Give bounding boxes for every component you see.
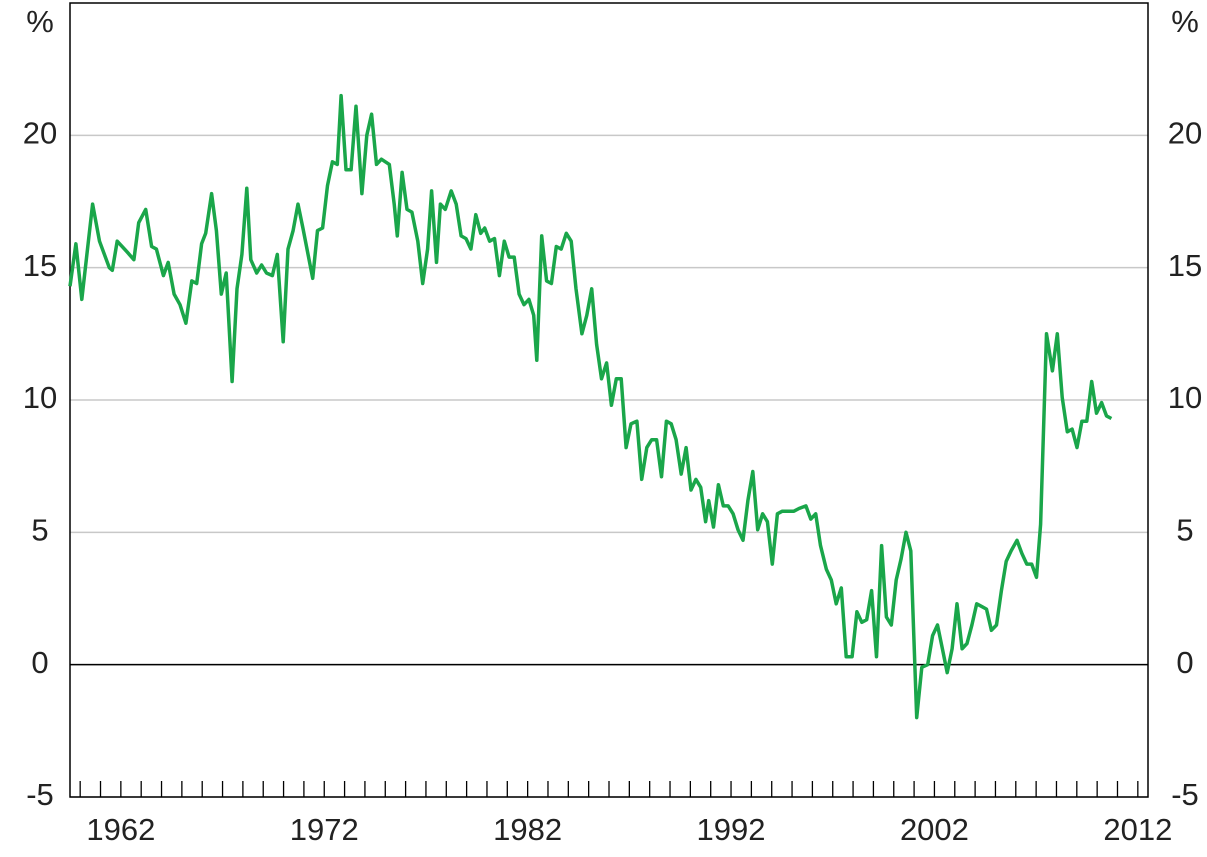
x-tick-label: 2012 [1103,812,1172,847]
y-tick-label: -5 [26,777,54,812]
y-tick-label: 5 [31,513,48,548]
x-tick-label: 1992 [697,812,766,847]
y-tick-label: 0 [31,645,48,680]
y-tick-label: 20 [23,116,57,151]
x-tick-label: 1962 [86,812,155,847]
series-line [68,93,1113,720]
x-tick-label: 1982 [493,812,562,847]
y-label: % [26,4,54,39]
y2-tick-label: 0 [1176,645,1193,680]
x-tick-label: 1972 [290,812,359,847]
y-tick-label: 10 [23,380,57,415]
y-tick-label: 15 [23,248,57,283]
y2-tick-label: -5 [1171,777,1199,812]
x-tick-label: 2002 [900,812,969,847]
y2-tick-label: 10 [1168,380,1202,415]
y2-tick-label: 20 [1168,116,1202,151]
y2-tick-label: 15 [1168,248,1202,283]
plot-frame [69,2,1149,798]
y2-tick-label: 5 [1176,513,1193,548]
y2-label: % [1171,4,1199,39]
